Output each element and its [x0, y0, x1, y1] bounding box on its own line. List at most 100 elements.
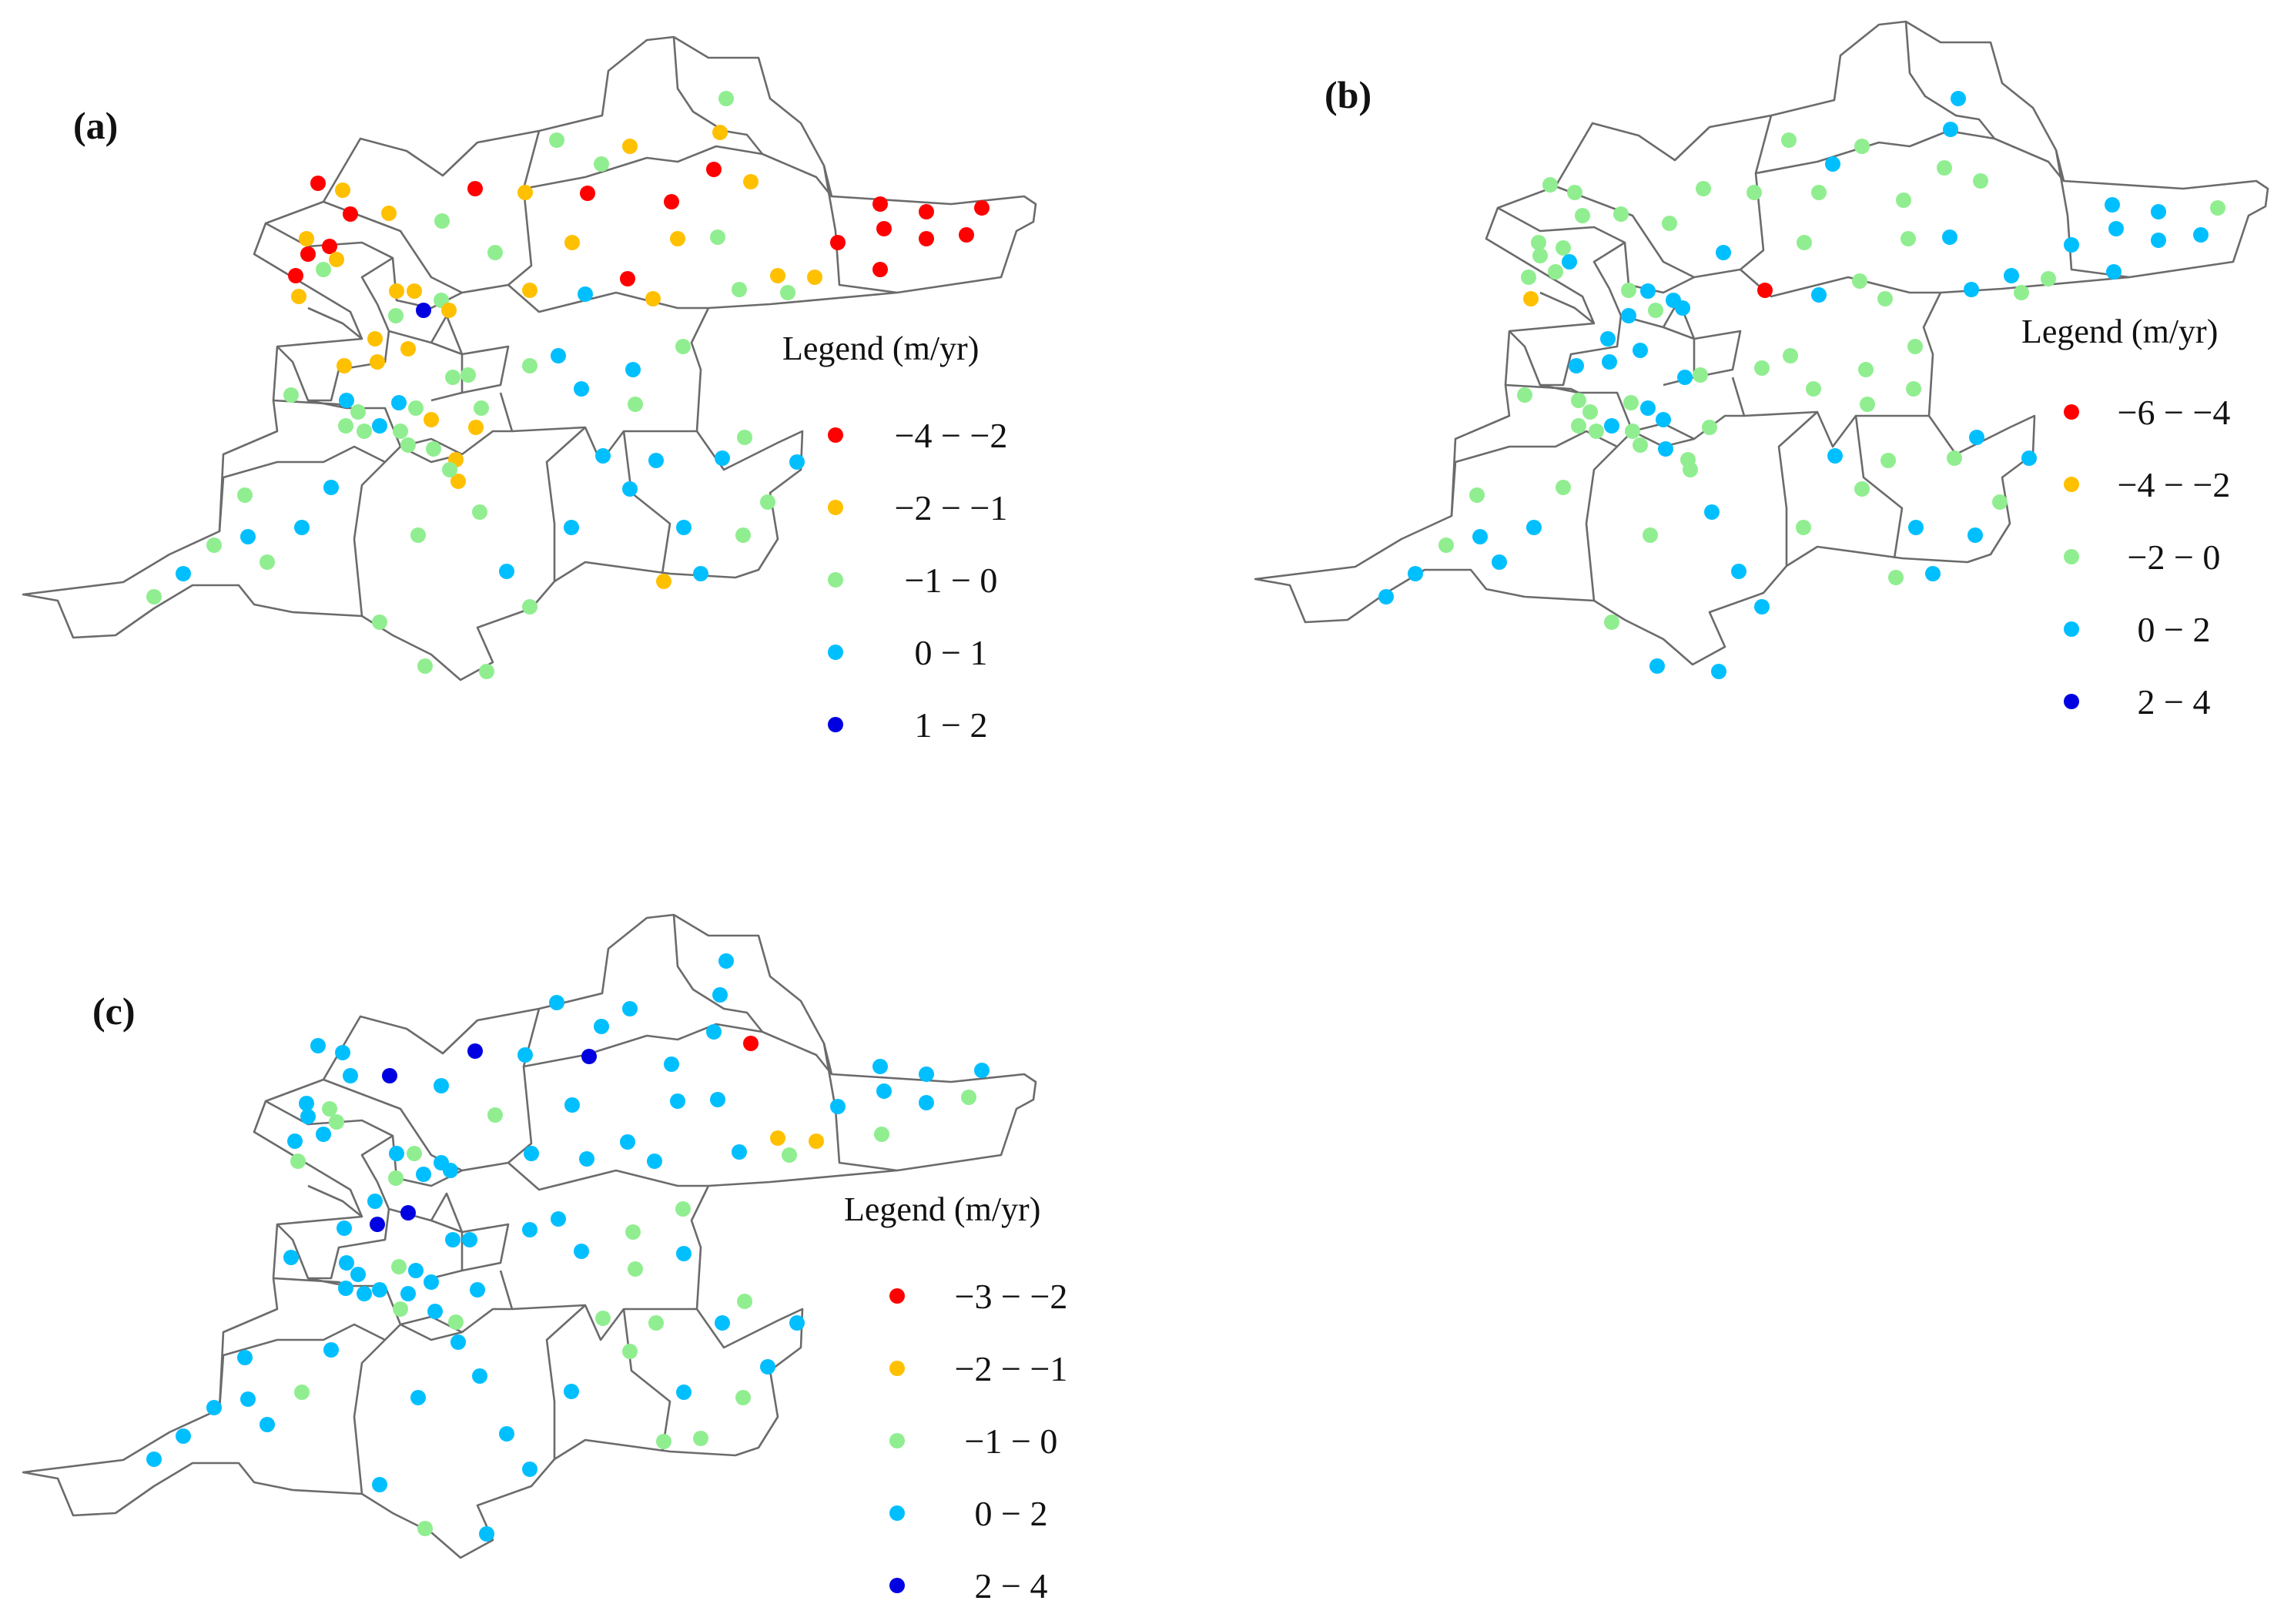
station-point: [959, 227, 974, 243]
station-point: [830, 1099, 846, 1114]
legend-marker: [2064, 477, 2079, 492]
station-point: [1731, 564, 1746, 579]
station-point: [367, 331, 383, 347]
station-point: [628, 1261, 643, 1277]
station-point: [357, 1286, 372, 1301]
station-point: [1947, 450, 1962, 466]
station-point: [176, 566, 191, 581]
station-point: [288, 268, 303, 283]
station-point: [1600, 331, 1616, 347]
station-point: [675, 1201, 691, 1217]
station-point: [1589, 424, 1604, 439]
legend-label: 0 − 2: [975, 1494, 1048, 1533]
station-point: [372, 1477, 387, 1492]
station-point: [400, 437, 416, 453]
station-point: [146, 1452, 162, 1467]
station-point: [620, 1134, 635, 1150]
station-point: [1604, 418, 1619, 434]
station-point: [2105, 197, 2120, 213]
station-point: [335, 182, 350, 198]
station-point: [1602, 354, 1617, 370]
station-point: [1621, 283, 1636, 298]
station-point: [450, 1334, 466, 1350]
station-point: [299, 231, 314, 246]
station-point: [580, 186, 595, 201]
station-point: [441, 303, 457, 318]
station-point: [370, 354, 385, 370]
station-point: [206, 537, 222, 553]
station-point: [424, 412, 439, 427]
legend-marker: [2064, 694, 2079, 709]
station-point: [407, 283, 422, 299]
station-point: [343, 206, 358, 222]
station-point: [2108, 221, 2124, 236]
station-point: [1633, 343, 1648, 358]
station-point: [1711, 664, 1726, 679]
legend-marker: [828, 427, 843, 443]
station-point: [1562, 254, 1577, 270]
legend-marker: [2064, 404, 2079, 420]
legend-marker: [889, 1433, 905, 1448]
station-point: [656, 574, 671, 589]
station-point: [350, 404, 366, 420]
station-point: [299, 1096, 314, 1111]
station-point: [780, 285, 795, 300]
station-point: [737, 430, 752, 445]
station-point: [472, 1368, 487, 1384]
station-point: [1901, 231, 1916, 246]
station-point: [1964, 282, 1979, 297]
station-point: [2004, 268, 2019, 283]
station-point: [329, 252, 344, 267]
station-point: [1469, 487, 1485, 503]
station-point: [1908, 520, 1924, 535]
legend-label: −2 − −1: [895, 488, 1008, 527]
station-point: [574, 381, 589, 397]
station-point: [522, 599, 537, 614]
legend-marker: [828, 572, 843, 588]
station-point: [389, 283, 404, 299]
station-point: [670, 1093, 685, 1109]
station-point: [2014, 285, 2029, 300]
panel-a-legend: Legend (m/yr) −4 − −2 −2 − −1 −1 − 0 0 − 1 1…: [782, 330, 1007, 745]
station-point: [676, 1385, 692, 1400]
station-point: [450, 474, 466, 489]
legend-label: 0 − 1: [915, 633, 988, 672]
station-point: [1860, 397, 1875, 412]
station-point: [712, 125, 728, 140]
station-point: [1783, 348, 1798, 363]
station-point: [1408, 566, 1423, 581]
station-point: [872, 196, 888, 212]
station-point: [732, 282, 747, 297]
station-point: [874, 1127, 889, 1142]
station-point: [1526, 520, 1542, 535]
station-point: [426, 441, 441, 457]
station-point: [622, 1001, 638, 1016]
station-point: [648, 1315, 664, 1331]
station-point: [770, 268, 785, 283]
station-point: [322, 239, 337, 254]
station-point: [712, 987, 728, 1003]
station-point: [625, 362, 641, 377]
station-point: [283, 387, 299, 403]
station-point: [670, 231, 685, 246]
legend-label: 2 − 4: [2138, 682, 2211, 722]
station-point: [445, 370, 460, 385]
station-point: [2210, 200, 2225, 216]
station-point: [1967, 527, 1983, 543]
station-point: [434, 213, 450, 229]
station-point: [445, 1232, 460, 1247]
legend-label: −3 − −2: [955, 1277, 1068, 1316]
station-point: [715, 450, 730, 466]
station-point: [487, 245, 503, 260]
station-point: [789, 454, 805, 470]
station-point: [1604, 614, 1619, 630]
station-point: [322, 1101, 337, 1117]
station-point: [176, 1428, 191, 1444]
legend-label: −6 − −4: [2118, 393, 2231, 432]
station-point: [260, 554, 275, 570]
station-point: [710, 1092, 725, 1107]
legend-label: 0 − 2: [2138, 610, 2211, 649]
station-point: [407, 1146, 422, 1161]
station-point: [357, 424, 372, 439]
legend-label: −2 − 0: [2128, 537, 2221, 577]
